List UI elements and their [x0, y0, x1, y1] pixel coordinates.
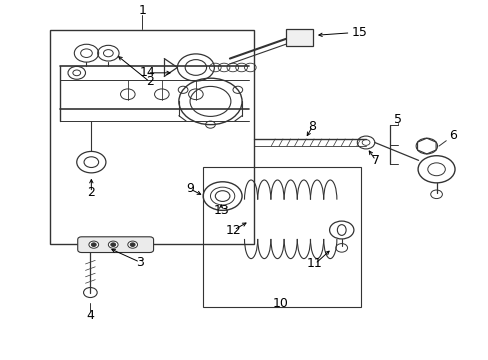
Text: 2: 2 [87, 186, 95, 199]
Text: 5: 5 [393, 113, 401, 126]
Text: 11: 11 [306, 257, 322, 270]
Circle shape [108, 241, 118, 248]
Text: 8: 8 [308, 120, 316, 133]
Circle shape [130, 243, 135, 247]
Text: 13: 13 [213, 204, 228, 217]
Circle shape [291, 32, 305, 42]
Text: 1: 1 [138, 4, 146, 17]
Text: 4: 4 [86, 309, 94, 322]
Text: 6: 6 [448, 129, 456, 142]
Text: 12: 12 [225, 224, 241, 237]
Text: 9: 9 [186, 183, 194, 195]
Circle shape [111, 243, 116, 247]
Text: 14: 14 [139, 66, 155, 79]
Circle shape [127, 241, 137, 248]
Circle shape [89, 241, 99, 248]
Text: 15: 15 [351, 26, 366, 39]
Bar [285, 29, 312, 46]
Text: 3: 3 [136, 256, 143, 269]
Circle shape [91, 243, 96, 247]
Text: 7: 7 [371, 154, 379, 167]
Text: 10: 10 [272, 297, 288, 310]
Text: 2: 2 [145, 75, 153, 88]
FancyBboxPatch shape [78, 237, 153, 252]
